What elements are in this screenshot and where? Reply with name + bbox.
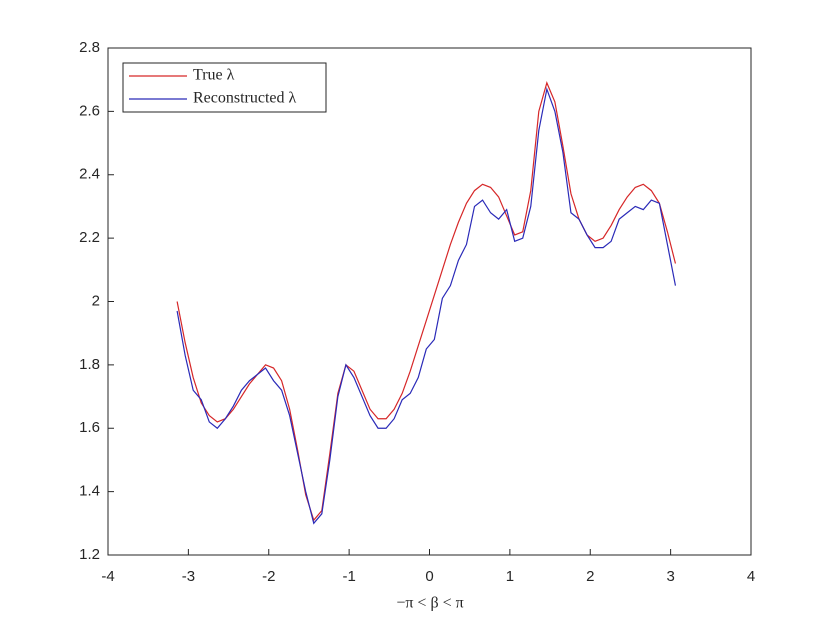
legend-box <box>122 62 327 113</box>
line-series <box>176 86 677 525</box>
x-tick-label: -3 <box>182 568 195 585</box>
x-tick-label: -4 <box>101 568 114 585</box>
x-tick-label: 1 <box>506 568 514 585</box>
x-tick-label: 2 <box>586 568 594 585</box>
y-tick-label: 2 <box>92 292 100 309</box>
legend-label: Reconstructed λ <box>193 90 297 107</box>
x-tick-label: 3 <box>666 568 674 585</box>
y-tick-label: 2.6 <box>79 102 100 119</box>
y-tick-label: 1.8 <box>79 356 100 373</box>
axes-box <box>107 47 752 556</box>
legend-label: True λ <box>193 67 235 84</box>
y-tick-label: 1.6 <box>79 419 100 436</box>
y-tick-label: 1.4 <box>79 483 100 500</box>
y-tick-label: 2.2 <box>79 229 100 246</box>
y-tick-label: 2.4 <box>79 166 100 183</box>
line-series <box>176 81 677 522</box>
x-axis-label: −π < β < π <box>396 595 463 612</box>
x-tick-label: 4 <box>747 568 755 585</box>
y-tick-label: 1.2 <box>79 546 100 563</box>
x-tick-label: -1 <box>342 568 355 585</box>
x-tick-label: 0 <box>425 568 433 585</box>
y-tick-label: 2.8 <box>79 39 100 56</box>
x-tick-label: -2 <box>262 568 275 585</box>
